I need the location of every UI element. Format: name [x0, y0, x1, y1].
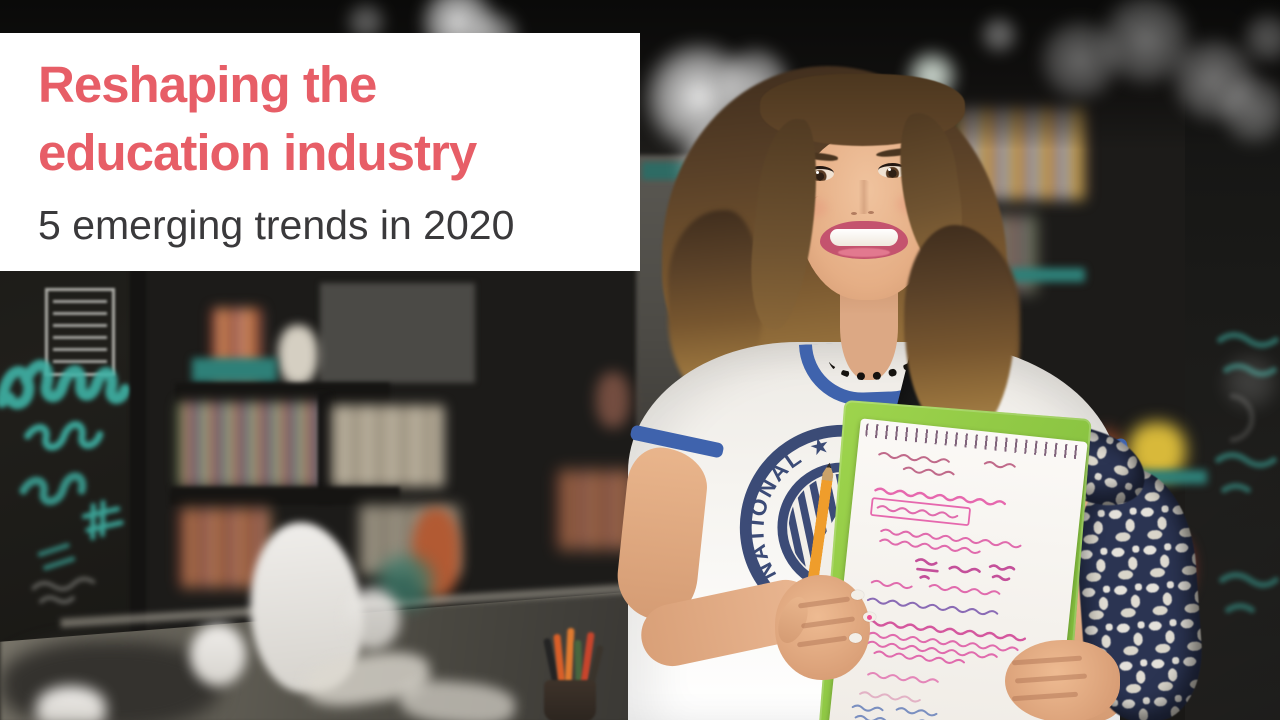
white-book	[278, 325, 318, 385]
fingernail	[849, 633, 862, 643]
hair-right-front	[905, 225, 1015, 440]
books-row	[332, 405, 444, 487]
dark-corner-blur	[0, 640, 220, 720]
banner-subtitle: 5 emerging trends in 2020	[38, 202, 515, 248]
notebooks	[818, 399, 1097, 720]
shelf-divider	[318, 392, 332, 504]
banner-title-line1: Reshaping the	[38, 56, 377, 113]
notepad-handwriting	[851, 452, 1026, 720]
bokeh-light	[1216, 72, 1280, 148]
books-row	[178, 402, 323, 487]
nose	[853, 180, 873, 214]
banner-title-line2: education industry	[38, 124, 477, 181]
bokeh-light	[1168, 34, 1260, 126]
teal-shelf-board	[1010, 268, 1085, 282]
eye-glint	[816, 171, 819, 174]
bookshelf-back-panel	[320, 283, 475, 383]
chalk-graffiti	[0, 359, 131, 604]
fingernail	[851, 590, 864, 600]
shelf-board	[175, 383, 390, 401]
eye-glint	[888, 168, 891, 171]
pencil-cup	[544, 680, 596, 720]
bokeh-light	[1036, 16, 1124, 104]
teal-shelf-board	[192, 358, 277, 382]
nostril	[868, 211, 874, 214]
warm-blur-blob	[596, 372, 630, 428]
chalk-sign	[45, 288, 115, 376]
bokeh-light	[1218, 350, 1280, 414]
title-banner: Reshaping the education industry 5 emerg…	[0, 33, 640, 271]
bokeh-light	[1096, 0, 1196, 90]
white-chair-partial	[345, 588, 400, 650]
right-hand	[1005, 640, 1120, 720]
nail-art-dot	[867, 615, 872, 620]
smile-teeth	[830, 229, 898, 246]
bookshelf-left-frame	[130, 270, 146, 720]
right-chalk-writing	[1215, 332, 1279, 613]
white-chair-seat	[190, 624, 246, 686]
bokeh-light	[978, 14, 1020, 56]
lower-lip	[838, 248, 890, 257]
bokeh-light	[1240, 10, 1280, 66]
white-chair-corner	[36, 686, 106, 720]
nostril	[851, 212, 857, 215]
shelf-board	[170, 487, 400, 505]
